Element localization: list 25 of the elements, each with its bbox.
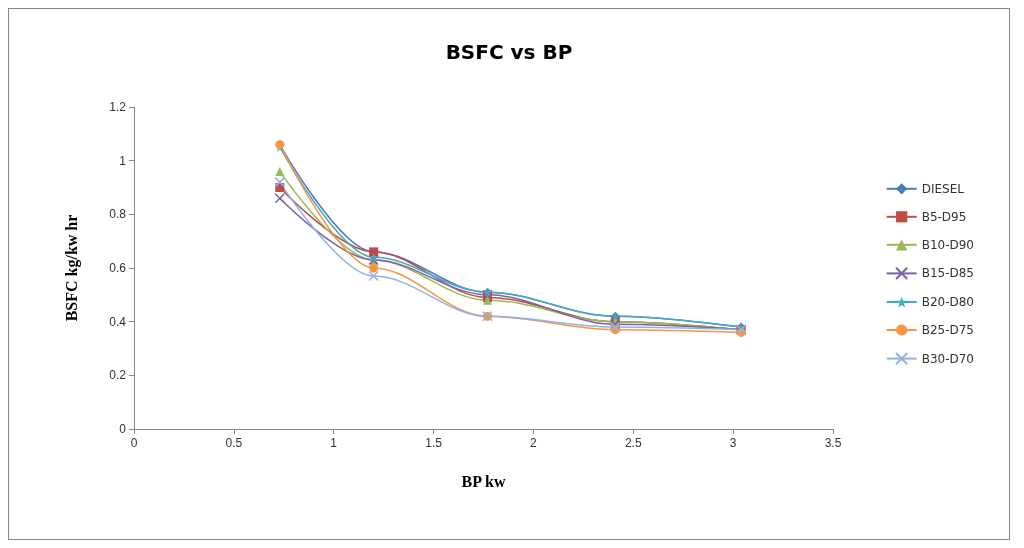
x-tick-label: 2.5 [624, 436, 642, 450]
y-tick-label: 0 [119, 422, 127, 436]
x-tick-label: 3.5 [824, 436, 842, 450]
x-tick-label: 0 [130, 436, 138, 450]
y-tick-label: 0.4 [109, 314, 127, 329]
y-tick-label: 0.8 [109, 207, 127, 222]
y-tick-label: 1 [119, 153, 127, 168]
chart-title: BSFC vs BP [445, 40, 573, 64]
y-axis-title: BSFC kg/kw hr [62, 214, 81, 322]
legend-label: B15-D85 [921, 266, 974, 281]
x-axis-title: BP kw [461, 472, 506, 490]
legend-label: DIESEL [921, 181, 965, 196]
x-tick-label: 1 [330, 436, 338, 450]
x-tick-label: 0.5 [225, 436, 243, 450]
y-tick-label: 1.2 [109, 100, 127, 114]
legend-label: B5-D95 [921, 209, 967, 224]
legend-label: B20-D80 [921, 295, 974, 309]
legend-label: B25-D75 [921, 323, 974, 337]
x-tick-label: 3 [729, 436, 737, 450]
legend-label: B10-D90 [921, 237, 974, 252]
y-tick-label: 0.6 [109, 261, 127, 275]
x-tick-label: 2 [530, 436, 538, 450]
x-tick-label: 1.5 [425, 436, 443, 450]
legend-label: B30-D70 [921, 351, 974, 366]
y-tick-label: 0.2 [109, 368, 127, 383]
